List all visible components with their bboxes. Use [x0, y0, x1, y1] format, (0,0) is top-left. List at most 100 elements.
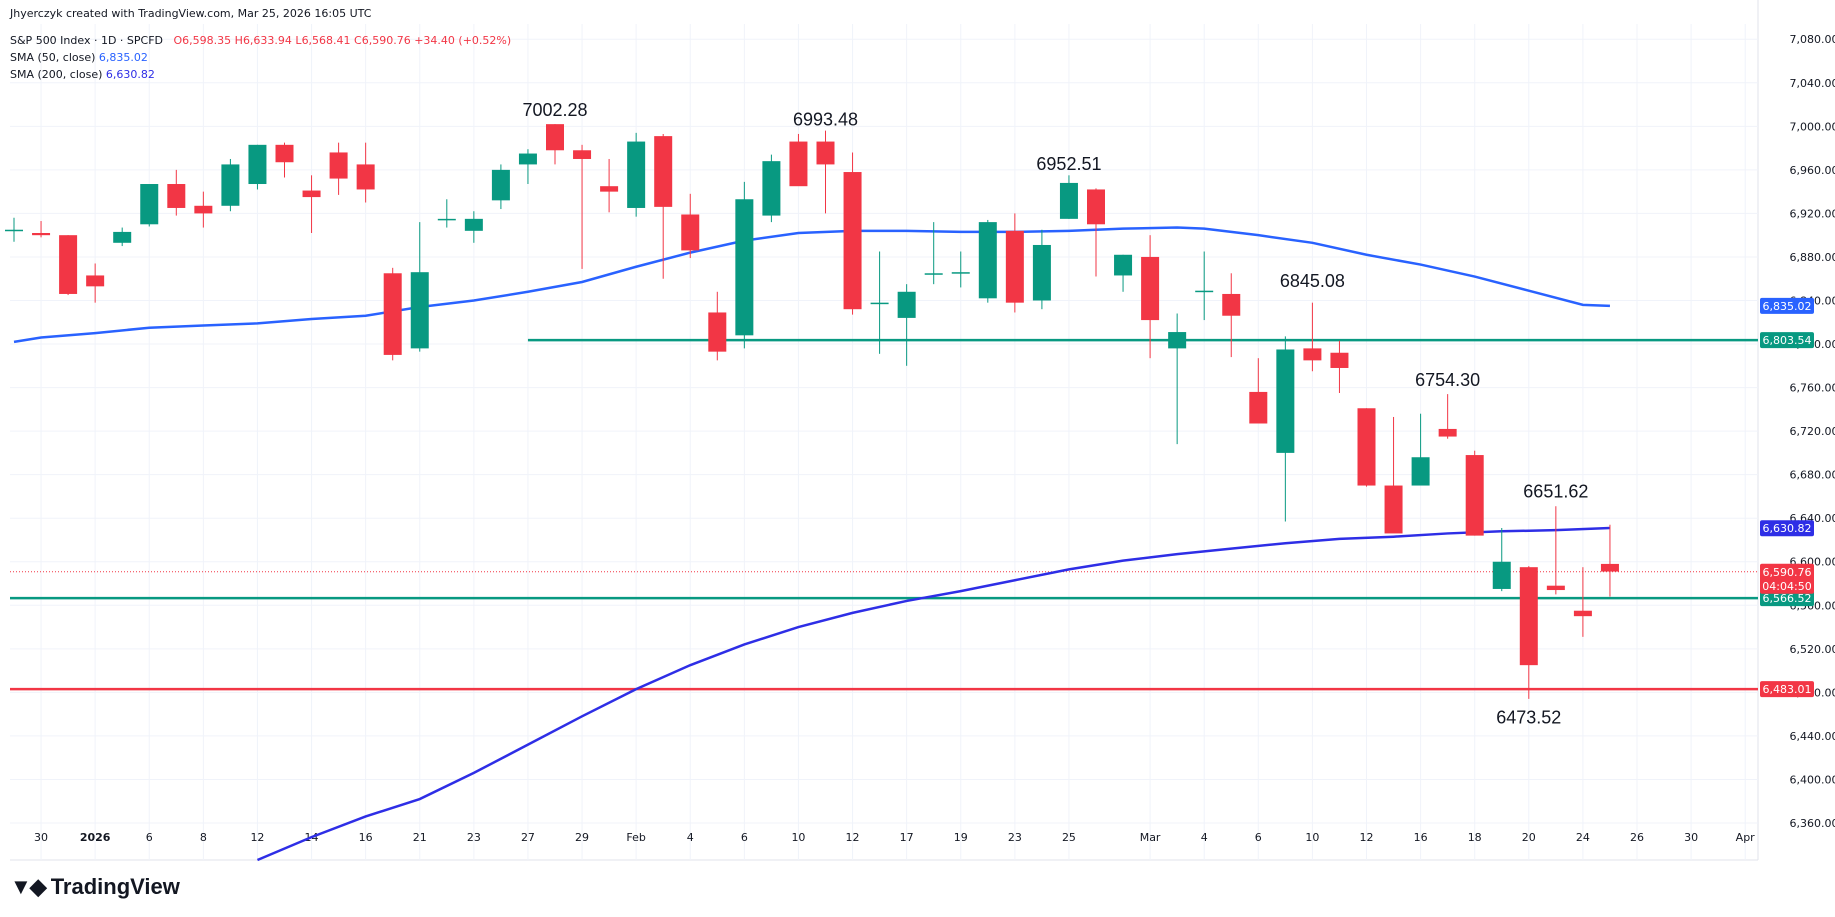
y-tick-label: 6,680.00 [1790, 469, 1835, 482]
candle-body [437, 218, 456, 221]
price-annotation: 6754.30 [1415, 370, 1480, 390]
candle-body [5, 229, 23, 232]
ohlc-close: C6,590.76 [354, 34, 411, 47]
x-tick-label: 19 [954, 831, 968, 844]
x-tick-label: 4 [687, 831, 694, 844]
candle-body [1005, 230, 1024, 303]
sma200-line [256, 526, 1611, 862]
credit-text: Jhyerczyk created with TradingView.com, … [10, 7, 372, 20]
x-tick-label: 17 [900, 831, 914, 844]
x-tick-label: 18 [1468, 831, 1482, 844]
tradingview-logo-text: TradingView [50, 874, 180, 899]
x-tick-label: 23 [1008, 831, 1022, 844]
x-tick-label: Feb [626, 831, 645, 844]
y-tick-label: 6,520.00 [1790, 643, 1835, 656]
y-tick-label: 6,720.00 [1790, 425, 1835, 438]
sma200-price-value: 6,630.82 [1763, 522, 1812, 535]
candle-body [789, 141, 808, 187]
symbol-legend: S&P 500 Index · 1D · SPCFD O6,598.35 H6,… [10, 34, 511, 47]
x-tick-label: 4 [1201, 831, 1208, 844]
x-tick-label: 25 [1062, 831, 1076, 844]
candle-body [627, 141, 646, 208]
x-tick-label: 24 [1576, 831, 1590, 844]
price-annotation: 6993.48 [793, 109, 858, 129]
candle-body [491, 169, 510, 201]
candle-body [1519, 567, 1538, 666]
candle-body [708, 312, 727, 352]
candle-body [654, 136, 673, 207]
level-price-value: 6,803.54 [1763, 334, 1812, 347]
candle-body [410, 272, 429, 349]
candle-body [518, 153, 537, 165]
x-tick-label: 6 [146, 831, 153, 844]
x-tick-label: Apr [1736, 831, 1756, 844]
y-tick-label: 6,440.00 [1790, 730, 1835, 743]
candle-body [1222, 293, 1241, 316]
x-tick-label: 10 [1305, 831, 1319, 844]
symbol-line: S&P 500 Index · 1D · SPCFD [10, 34, 164, 47]
x-tick-label: 8 [200, 831, 207, 844]
candle-body [1303, 348, 1322, 361]
candle-body [843, 172, 862, 310]
sma50-line [13, 226, 1611, 344]
candle-body [1195, 290, 1214, 293]
tradingview-logo[interactable]: ▼◆ TradingView [10, 874, 180, 900]
candle-body [356, 164, 375, 190]
candle-body [1573, 610, 1592, 617]
x-tick-label: 29 [575, 831, 589, 844]
candle-body [140, 184, 159, 225]
y-tick-label: 7,080.00 [1790, 33, 1835, 46]
sma200-legend[interactable]: SMA (200, close) 6,630.82 [10, 68, 155, 81]
y-tick-label: 6,400.00 [1790, 773, 1835, 786]
y-tick-label: 7,040.00 [1790, 77, 1835, 90]
candle-body [1141, 256, 1160, 321]
x-tick-label: 2026 [80, 831, 111, 844]
candle-body [978, 222, 997, 299]
candle-body [1168, 332, 1187, 349]
level-price-value: 6,566.52 [1763, 592, 1812, 605]
candle-body [1546, 585, 1565, 591]
level-price-badge [1760, 681, 1814, 698]
candle-body [735, 199, 754, 336]
x-tick-label: 21 [413, 831, 427, 844]
candle-body [1438, 428, 1457, 437]
x-tick-label: 20 [1522, 831, 1536, 844]
candle-body [464, 218, 483, 231]
candle-body [329, 152, 348, 179]
x-tick-label: 6 [1255, 831, 1262, 844]
x-tick-label: 30 [34, 831, 48, 844]
level-price-badge [1760, 332, 1814, 349]
x-tick-label: 16 [359, 831, 373, 844]
ohlc-open: O6,598.35 [166, 34, 232, 47]
sma50-legend-value: 6,835.02 [98, 51, 148, 64]
x-tick-label: 10 [791, 831, 805, 844]
candle-body [32, 233, 51, 236]
x-tick-label: 6 [741, 831, 748, 844]
candle-body [1384, 485, 1403, 534]
candle-body [194, 205, 213, 214]
price-annotation: 6845.08 [1280, 271, 1345, 291]
candle-body [546, 124, 564, 151]
candle-body [816, 141, 835, 165]
y-tick-label: 6,960.00 [1790, 164, 1835, 177]
candle-body [1059, 182, 1078, 219]
candle-body [1032, 244, 1051, 301]
ohlc-low: L6,568.41 [295, 34, 351, 47]
last-price-value: 6,590.76 [1763, 566, 1812, 579]
ohlc-high: H6,633.94 [234, 34, 292, 47]
candle-body [870, 302, 889, 305]
x-tick-label: 23 [467, 831, 481, 844]
x-tick-label: 12 [250, 831, 264, 844]
x-tick-label: 16 [1414, 831, 1428, 844]
candle-body [248, 144, 267, 185]
sma50-legend[interactable]: SMA (50, close) 6,835.02 [10, 51, 148, 64]
tradingview-logo-icon: ▼◆ [10, 874, 47, 899]
sma50-legend-label: SMA (50, close) [10, 51, 96, 64]
candle-body [600, 186, 619, 192]
candle-body [1465, 455, 1484, 536]
candle-body [681, 214, 700, 251]
candle-body [221, 164, 240, 206]
candle-body [167, 184, 186, 208]
candle-body [1276, 349, 1295, 453]
